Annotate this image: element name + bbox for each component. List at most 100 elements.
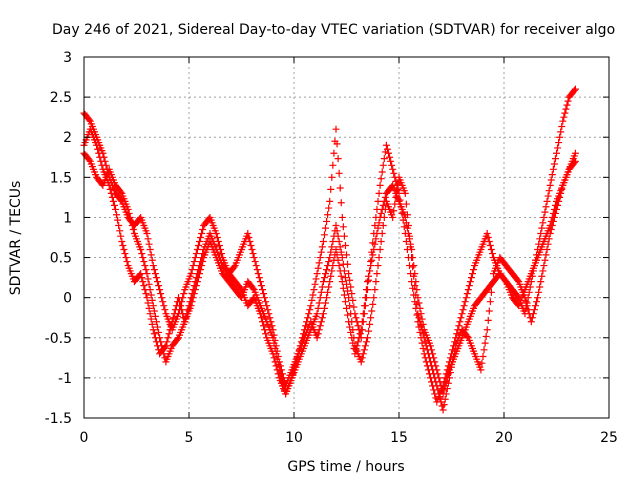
data-point [256,278,264,286]
data-point-interp [323,266,331,274]
data-point-interp [556,133,564,141]
data-point-interp [463,290,471,298]
data-point-interp [369,300,377,308]
data-point-interp [317,318,325,326]
data-point-interp [159,298,167,306]
data-point-interp [352,346,360,354]
data-point-interp [465,282,473,290]
data-point-interp [432,362,440,370]
data-point [93,141,101,149]
data-point-interp [328,173,336,181]
data-point-interp [166,326,174,334]
data-point-interp [178,306,186,314]
data-point-interp [148,320,156,328]
data-point-interp [541,256,549,264]
data-point-interp [360,346,368,354]
data-point-interp [320,274,328,282]
x-tick-label: 20 [495,430,513,446]
data-point-interp [404,229,412,237]
data-point-interp [97,157,105,165]
data-point-interp [377,238,385,246]
data-point-interp [115,221,123,229]
data-point-interp [306,306,314,314]
data-point-interp [354,338,362,346]
data-point [345,294,353,302]
data-point-interp [380,197,388,205]
y-tick-label: 1.5 [50,170,72,186]
data-point-interp [252,262,260,270]
data-point-interp [550,205,558,213]
data-point-interp [554,144,562,152]
data-point-interp [117,196,125,204]
data-point-interp [259,286,266,294]
data-point-interp [323,217,331,225]
y-tick-label: -1.5 [45,411,72,427]
data-point-interp [407,240,415,248]
data-point-interp [440,386,448,394]
data-point-interp [95,149,103,157]
data-point-interp [122,254,130,262]
data-point-interp [548,213,556,221]
data-point-interp [352,314,360,322]
data-point [439,390,447,398]
data-point-interp [557,128,565,136]
y-tick-label: 0.5 [50,251,72,267]
data-point-interp [142,290,150,298]
data-point-interp [266,314,274,322]
data-point-interp [198,229,206,237]
data-point-interp [543,246,551,254]
data-point-interp [484,234,492,241]
data-point-interp [110,201,118,209]
x-tick-label: 0 [80,430,89,446]
data-point-interp [478,359,486,367]
x-tick-label: 15 [390,430,408,446]
data-point-interp [119,242,127,250]
data-point [105,181,113,189]
data-point-interp [441,382,449,390]
data-point-interp [367,314,375,322]
data-point-interp [329,161,337,169]
data-point-interp [247,242,255,250]
data-point-interp [245,234,253,241]
data-point-interp [400,223,408,231]
data-point [193,246,201,254]
data-point-interp [373,270,381,278]
data-point-interp [431,358,439,366]
data-point-interp [320,304,328,312]
data-point [319,310,327,318]
data-point-interp [359,350,367,358]
data-point-interp [358,318,366,326]
data-point-interp [412,278,420,286]
data-point [250,254,258,262]
data-point-interp [336,267,344,275]
y-tick-labels: -1.5 -1 -0.5 0 0.5 1 1.5 2 2.5 3 [45,50,72,427]
data-point [553,149,560,157]
data-point-interp [139,278,147,286]
data-point-interp [192,250,200,258]
data-point [313,334,321,342]
y-tick-label: 1 [63,210,72,226]
data-point-interp [488,250,496,258]
data-point-interp [544,192,552,200]
data-point [212,229,220,237]
data-point-interp [197,234,205,241]
data-point-interp [333,227,341,235]
data-point-interp [85,116,93,124]
data-point-interp [411,270,419,278]
x-tick-label: 5 [185,430,194,446]
data-point-interp [148,296,156,304]
data-point-interp [346,276,354,284]
data-point [546,221,554,229]
data-point-interp [116,227,124,235]
data-point-interp [379,221,387,229]
data-point-interp [375,254,383,262]
data-point-interp [444,370,452,378]
data-point-interp [358,354,366,362]
data-point-interp [117,188,125,196]
data-point-interp [538,224,546,232]
data-point-interp [261,326,269,334]
data-point-interp [563,101,571,109]
x-tick-label: 10 [285,430,303,446]
data-point-interp [260,322,268,330]
data-point-interp [180,290,188,298]
